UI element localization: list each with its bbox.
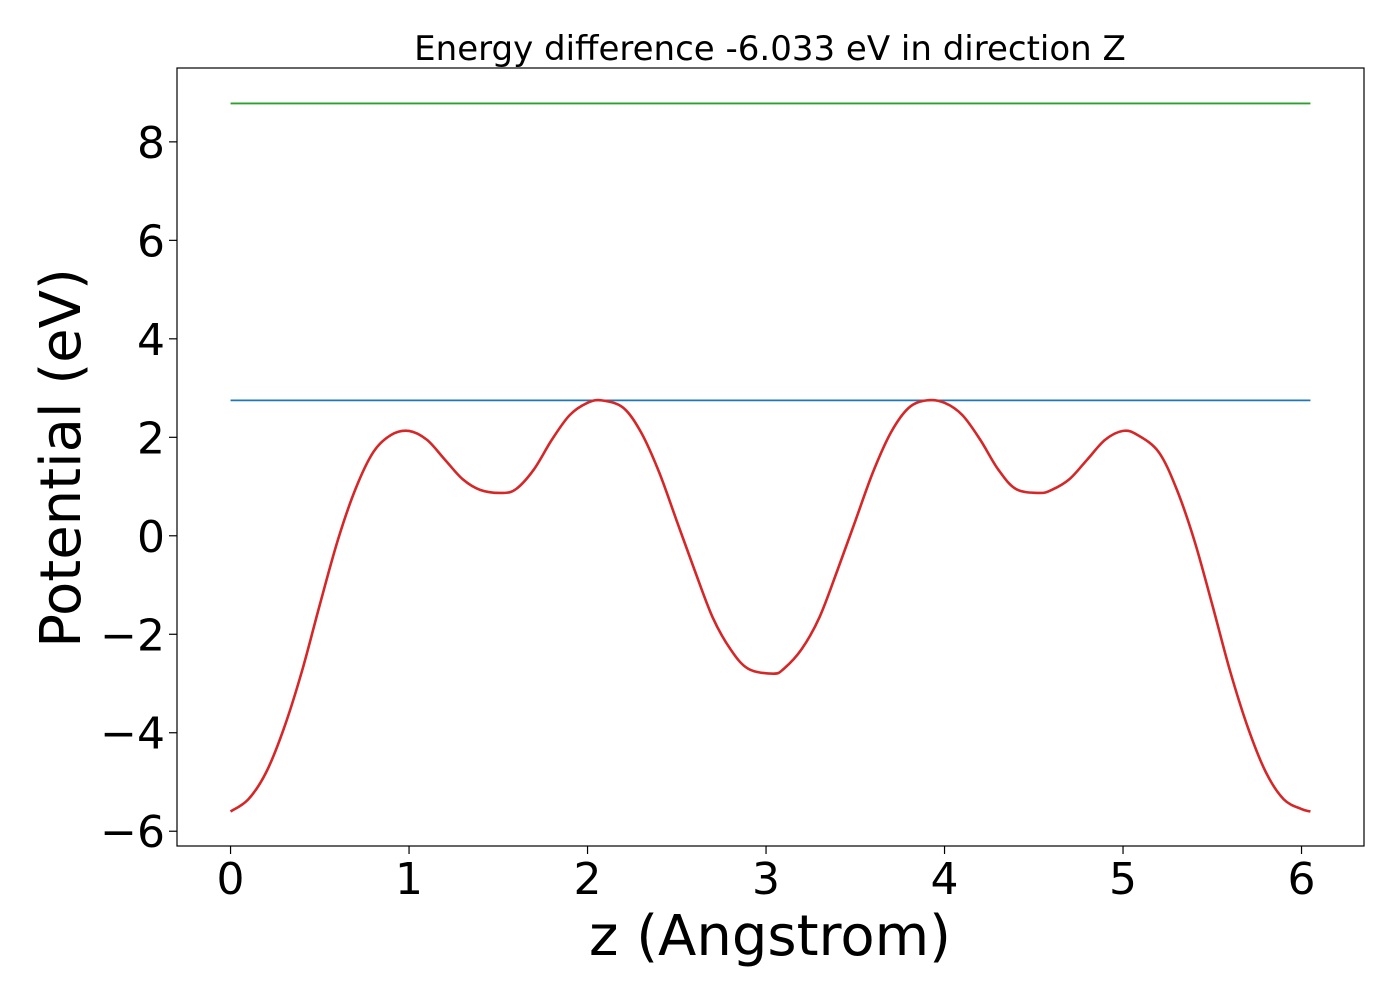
y-tick-label: 2 [137,413,165,464]
y-tick-label: −4 [100,709,165,760]
x-tick-label: 3 [752,854,780,905]
x-tick-label: 1 [395,854,423,905]
y-axis: −6 −4 −2 0 2 4 6 8 [100,118,177,858]
x-tick-label: 4 [931,854,959,905]
y-axis-label: Potential (eV) [29,268,94,648]
x-tick-label: 0 [217,854,245,905]
series-line-0 [229,398,1311,813]
y-tick-label: 6 [137,216,165,267]
x-tick-label: 5 [1109,854,1137,905]
y-tick-label: −6 [100,807,165,858]
y-tick-label: −2 [100,610,165,661]
x-tick-label: 6 [1288,854,1316,905]
x-axis-label: z (Angstrom) [589,904,951,969]
y-tick-label: 0 [137,512,165,563]
plot-area [229,102,1311,813]
y-tick-label: 8 [137,118,165,169]
axes-frame [176,67,1365,847]
x-tick-label: 2 [574,854,602,905]
chart-title: Energy difference -6.033 eV in direction… [414,29,1126,69]
x-axis: 0 1 2 3 4 5 6 [217,846,1316,905]
y-tick-label: 4 [137,315,165,366]
